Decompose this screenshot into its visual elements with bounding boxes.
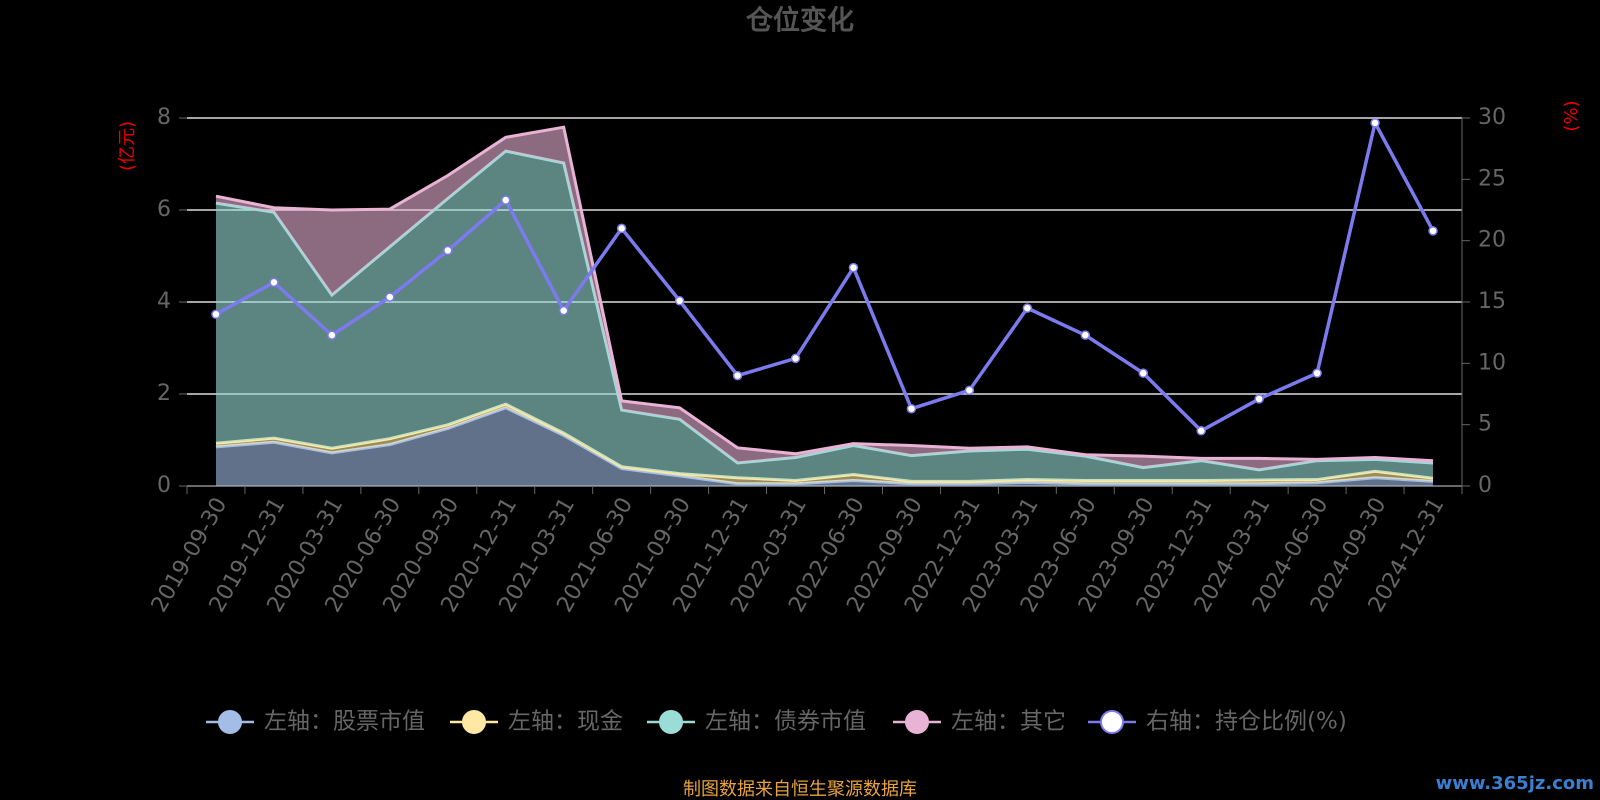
legend-label: 左轴：现金 [508, 709, 623, 735]
ratio-point [443, 245, 453, 256]
y-tick-label: 0 [157, 473, 171, 498]
y-tick-label: 2 [157, 381, 171, 406]
legend-icon [462, 710, 486, 734]
legend-label: 左轴：其它 [951, 709, 1066, 735]
legend-label: 左轴：债券市值 [705, 709, 866, 735]
legend-icon [659, 710, 683, 734]
ratio-point [211, 309, 221, 320]
y2-tick-label: 25 [1478, 166, 1506, 191]
ratio-point [385, 292, 395, 302]
legend-label: 右轴：持仓比例(%) [1146, 709, 1347, 735]
ratio-point [964, 385, 975, 396]
y2-tick-label: 0 [1478, 473, 1492, 498]
ratio-point [790, 353, 801, 364]
legend-icon [218, 710, 242, 734]
ratio-point [501, 195, 511, 205]
y-tick-label: 8 [157, 105, 171, 130]
y-tick-label: 6 [157, 197, 171, 222]
ratio-point [906, 403, 917, 414]
ratio-point [1312, 368, 1322, 378]
legend-label: 左轴：股票市值 [264, 709, 425, 735]
ratio-point [1022, 303, 1033, 313]
source-note: 制图数据来自恒生聚源数据库 [683, 779, 917, 800]
area-line [215, 125, 1434, 463]
y2-tick-label: 15 [1478, 289, 1506, 314]
y2-tick-label: 10 [1478, 350, 1506, 375]
ratio-point [616, 223, 627, 234]
ratio-point [732, 370, 743, 381]
y2-axis-label: (%) [1561, 100, 1582, 131]
y2-tick-label: 5 [1478, 412, 1492, 437]
ratio-point [1138, 368, 1148, 378]
legend-icon [1100, 710, 1124, 734]
ratio-point [1254, 394, 1264, 404]
y-axis-label: (亿元) [117, 121, 138, 171]
ratio-point [848, 262, 859, 273]
ratio-point [558, 305, 569, 316]
ratio-point [674, 296, 685, 306]
ratio-point [1196, 426, 1206, 436]
y2-tick-label: 20 [1478, 228, 1506, 253]
ratio-line [215, 117, 1435, 433]
watermark: www.365jz.com [1436, 773, 1594, 794]
ratio-point [1080, 330, 1091, 340]
ratio-point [327, 330, 337, 340]
ratio-point [269, 277, 279, 288]
chart-title: 仓位变化 [745, 5, 854, 37]
ratio-point [1428, 226, 1438, 236]
ratio-point [1370, 118, 1380, 128]
area [215, 407, 1434, 486]
y-tick-label: 4 [157, 289, 171, 314]
legend-icon [905, 710, 929, 734]
y2-tick-label: 30 [1478, 105, 1506, 130]
area [215, 151, 1434, 482]
